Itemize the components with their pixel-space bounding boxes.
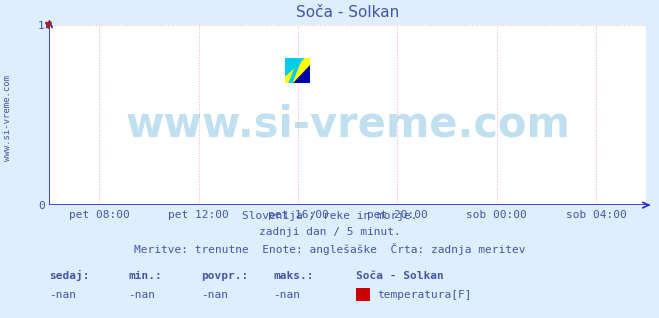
Text: www.si-vreme.com: www.si-vreme.com — [3, 75, 13, 161]
Text: povpr.:: povpr.: — [201, 272, 248, 281]
Text: Slovenija / reke in morje.: Slovenija / reke in morje. — [242, 211, 417, 221]
Text: -nan: -nan — [49, 290, 76, 300]
Title: Soča - Solkan: Soča - Solkan — [296, 5, 399, 20]
Text: min.:: min.: — [129, 272, 162, 281]
Text: Meritve: trenutne  Enote: anglešaške  Črta: zadnja meritev: Meritve: trenutne Enote: anglešaške Črta… — [134, 243, 525, 255]
Polygon shape — [289, 58, 302, 83]
Text: -nan: -nan — [273, 290, 301, 300]
Text: Soča - Solkan: Soča - Solkan — [356, 272, 444, 281]
Text: temperatura[F]: temperatura[F] — [377, 290, 471, 300]
Text: www.si-vreme.com: www.si-vreme.com — [125, 103, 570, 145]
Text: sedaj:: sedaj: — [49, 270, 90, 281]
Text: -nan: -nan — [201, 290, 228, 300]
Text: -nan: -nan — [129, 290, 156, 300]
Text: zadnji dan / 5 minut.: zadnji dan / 5 minut. — [258, 227, 401, 237]
Polygon shape — [293, 66, 310, 83]
Polygon shape — [285, 58, 303, 75]
Text: maks.:: maks.: — [273, 272, 314, 281]
